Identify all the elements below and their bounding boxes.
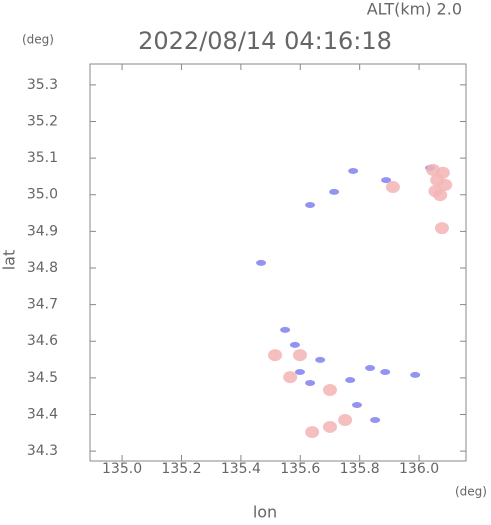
chart-subtitle: ALT(km) 2.0 [367, 0, 462, 19]
x-axis-label: lon [253, 503, 277, 522]
echo-point [352, 401, 363, 408]
echo-point [381, 177, 392, 184]
echo-point [438, 178, 453, 191]
echo-point [283, 371, 298, 384]
x-tick-label: 135.2 [161, 461, 201, 477]
y-tick-label: 35.1 [27, 150, 58, 166]
echo-point [322, 420, 337, 433]
y-tick-label: 34.8 [27, 260, 58, 276]
x-tick-label: 136.0 [399, 461, 439, 477]
echo-point [345, 377, 356, 384]
echo-point [329, 188, 340, 195]
y-tick-label: 34.9 [27, 223, 58, 239]
echo-point [348, 167, 359, 174]
x-unit: (deg) [455, 485, 487, 499]
echo-point [256, 259, 267, 266]
y-axis-label: lat [0, 250, 19, 271]
echo-point [305, 379, 316, 386]
y-tick-label: 34.7 [27, 297, 58, 313]
y-unit: (deg) [22, 33, 54, 47]
echo-point [292, 349, 307, 362]
echo-point [315, 356, 326, 363]
echo-point [365, 364, 376, 371]
echo-point [294, 369, 305, 376]
echo-point [322, 383, 337, 396]
y-tick-label: 35.2 [27, 113, 58, 129]
plot-frame [89, 63, 467, 462]
echo-point [380, 369, 391, 376]
echo-point [338, 413, 353, 426]
echo-point [280, 326, 291, 333]
echo-point [428, 185, 443, 198]
chart-title: 2022/08/14 04:16:18 [138, 27, 392, 55]
echo-point [435, 166, 450, 179]
echo-point [434, 222, 449, 235]
y-tick-label: 35.3 [27, 77, 58, 93]
y-tick-label: 34.4 [27, 406, 58, 422]
echo-point [410, 371, 421, 378]
echo-point [289, 341, 300, 348]
x-tick-label: 135.4 [221, 461, 261, 477]
echo-point [305, 202, 316, 209]
echo-point [268, 349, 283, 362]
x-tick-label: 135.6 [280, 461, 320, 477]
y-tick-label: 35.0 [27, 187, 58, 203]
y-tick-label: 34.6 [27, 333, 58, 349]
x-tick-label: 135.0 [102, 461, 142, 477]
y-tick-label: 34.3 [27, 443, 58, 459]
y-tick-label: 34.5 [27, 370, 58, 386]
echo-point [305, 426, 320, 439]
echo-point [370, 416, 381, 423]
x-tick-label: 135.8 [340, 461, 380, 477]
echo-point [385, 181, 400, 194]
